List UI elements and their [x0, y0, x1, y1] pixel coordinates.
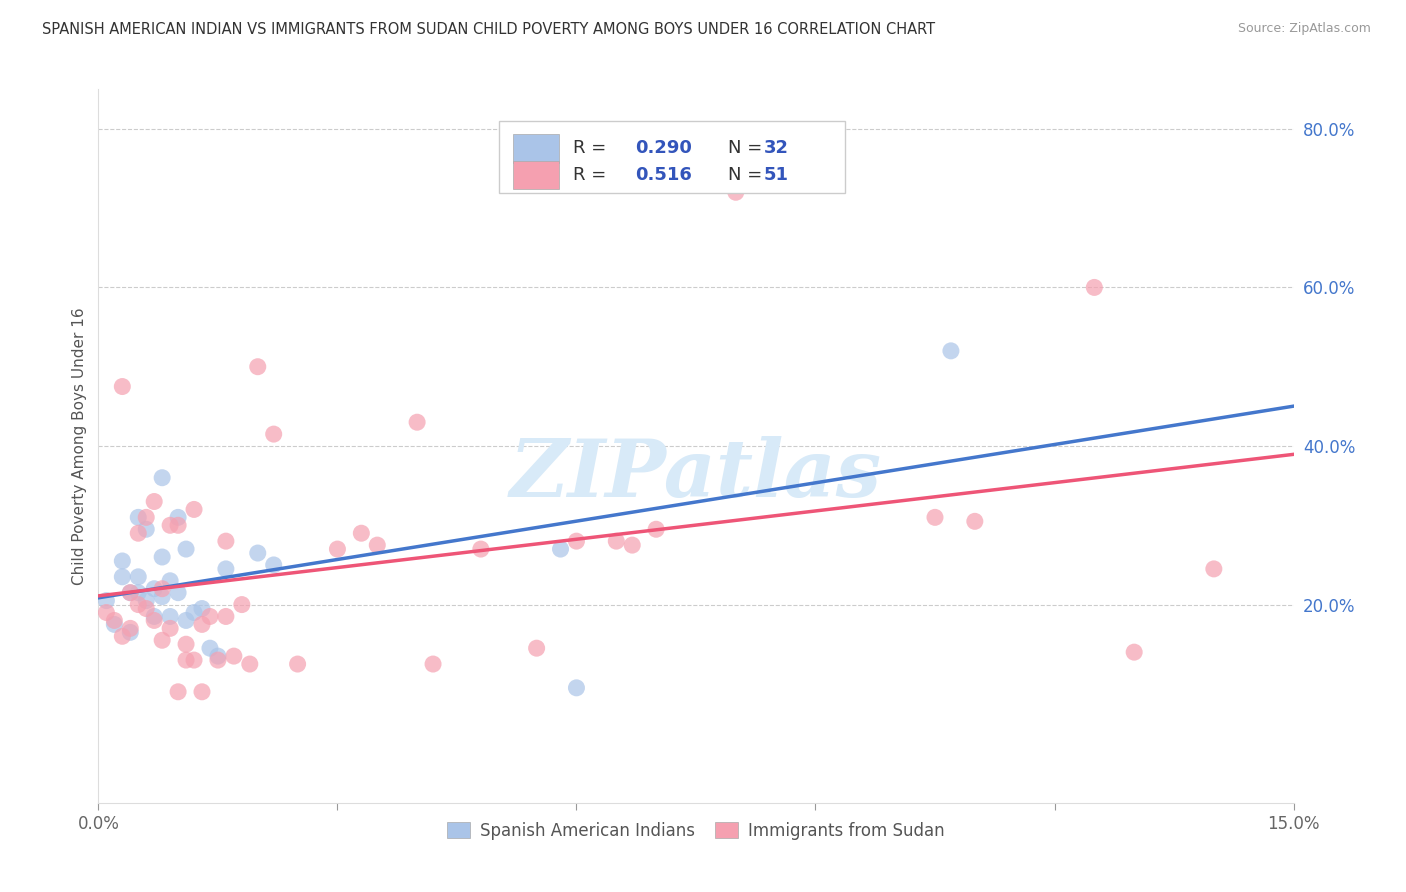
- Point: [198, 609, 221, 624]
- Point: [120, 625, 142, 640]
- Point: [150, 549, 173, 564]
- Point: [150, 471, 173, 485]
- Text: N =: N =: [728, 139, 768, 157]
- Point: [143, 494, 166, 508]
- Point: [1123, 645, 1146, 659]
- Point: [565, 534, 588, 549]
- Point: [1083, 280, 1105, 294]
- Text: ZIPatlas: ZIPatlas: [510, 436, 882, 513]
- Point: [103, 614, 125, 628]
- Point: [1202, 562, 1225, 576]
- Point: [174, 637, 197, 651]
- Bar: [499, 121, 845, 193]
- Point: [366, 538, 388, 552]
- Point: [111, 379, 134, 393]
- Point: [565, 681, 588, 695]
- Point: [470, 542, 492, 557]
- Point: [246, 359, 269, 374]
- Point: [222, 649, 245, 664]
- Bar: [513, 161, 558, 189]
- Point: [174, 614, 197, 628]
- Point: [963, 514, 986, 528]
- Point: [103, 617, 125, 632]
- Point: [143, 582, 166, 596]
- Point: [350, 526, 373, 541]
- Point: [167, 510, 190, 524]
- Point: [159, 621, 181, 635]
- Point: [159, 518, 181, 533]
- Point: [150, 590, 173, 604]
- Y-axis label: Child Poverty Among Boys Under 16: Child Poverty Among Boys Under 16: [72, 307, 87, 585]
- Point: [135, 510, 157, 524]
- Text: N =: N =: [728, 166, 768, 184]
- Point: [159, 574, 181, 588]
- Text: R =: R =: [572, 139, 612, 157]
- Point: [143, 614, 166, 628]
- Text: Source: ZipAtlas.com: Source: ZipAtlas.com: [1237, 22, 1371, 36]
- Point: [96, 606, 118, 620]
- Point: [174, 653, 197, 667]
- Point: [183, 502, 205, 516]
- Point: [150, 582, 173, 596]
- Text: 32: 32: [763, 139, 789, 157]
- Point: [422, 657, 444, 671]
- Text: 0.290: 0.290: [636, 139, 692, 157]
- Point: [215, 609, 238, 624]
- Text: 51: 51: [763, 166, 789, 184]
- Point: [550, 542, 572, 557]
- Point: [605, 534, 627, 549]
- Point: [231, 598, 253, 612]
- Point: [159, 609, 181, 624]
- Point: [198, 641, 221, 656]
- Point: [239, 657, 262, 671]
- Point: [191, 617, 214, 632]
- Point: [215, 534, 238, 549]
- Point: [111, 554, 134, 568]
- Point: [621, 538, 644, 552]
- Point: [174, 542, 197, 557]
- Point: [263, 558, 285, 572]
- Point: [127, 598, 149, 612]
- Text: 0.516: 0.516: [636, 166, 692, 184]
- Point: [263, 427, 285, 442]
- Point: [246, 546, 269, 560]
- Point: [207, 649, 229, 664]
- Point: [167, 518, 190, 533]
- Point: [127, 585, 149, 599]
- Point: [167, 685, 190, 699]
- Point: [326, 542, 349, 557]
- Point: [150, 633, 173, 648]
- Point: [645, 522, 668, 536]
- Legend: Spanish American Indians, Immigrants from Sudan: Spanish American Indians, Immigrants fro…: [439, 814, 953, 848]
- Point: [127, 510, 149, 524]
- Point: [191, 601, 214, 615]
- Text: R =: R =: [572, 166, 612, 184]
- Text: SPANISH AMERICAN INDIAN VS IMMIGRANTS FROM SUDAN CHILD POVERTY AMONG BOYS UNDER : SPANISH AMERICAN INDIAN VS IMMIGRANTS FR…: [42, 22, 935, 37]
- Point: [143, 609, 166, 624]
- Point: [135, 593, 157, 607]
- Point: [183, 653, 205, 667]
- Point: [939, 343, 962, 358]
- Point: [135, 522, 157, 536]
- Point: [167, 585, 190, 599]
- Point: [183, 606, 205, 620]
- Point: [215, 562, 238, 576]
- Point: [111, 629, 134, 643]
- Bar: [513, 134, 558, 162]
- Point: [287, 657, 309, 671]
- Point: [127, 526, 149, 541]
- Point: [724, 186, 747, 200]
- Point: [191, 685, 214, 699]
- Point: [120, 621, 142, 635]
- Point: [406, 415, 429, 429]
- Point: [924, 510, 946, 524]
- Point: [526, 641, 548, 656]
- Point: [120, 585, 142, 599]
- Point: [135, 601, 157, 615]
- Point: [207, 653, 229, 667]
- Point: [111, 570, 134, 584]
- Point: [127, 570, 149, 584]
- Point: [120, 585, 142, 599]
- Point: [96, 593, 118, 607]
